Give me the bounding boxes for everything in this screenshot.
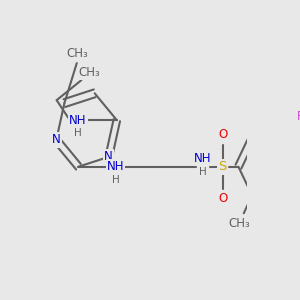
- Text: CH₃: CH₃: [79, 66, 100, 79]
- Text: F: F: [296, 110, 300, 123]
- Text: N: N: [104, 150, 113, 164]
- Text: H: H: [74, 128, 82, 138]
- Text: H: H: [199, 167, 207, 177]
- Text: NH: NH: [69, 114, 87, 127]
- Text: O: O: [218, 192, 227, 205]
- Text: CH₃: CH₃: [229, 217, 250, 230]
- Text: NH: NH: [107, 160, 124, 173]
- Text: H: H: [112, 175, 119, 185]
- Text: S: S: [219, 160, 227, 173]
- Text: NH: NH: [194, 152, 212, 165]
- Text: O: O: [218, 128, 227, 141]
- Text: N: N: [52, 133, 61, 146]
- Text: CH₃: CH₃: [66, 46, 88, 60]
